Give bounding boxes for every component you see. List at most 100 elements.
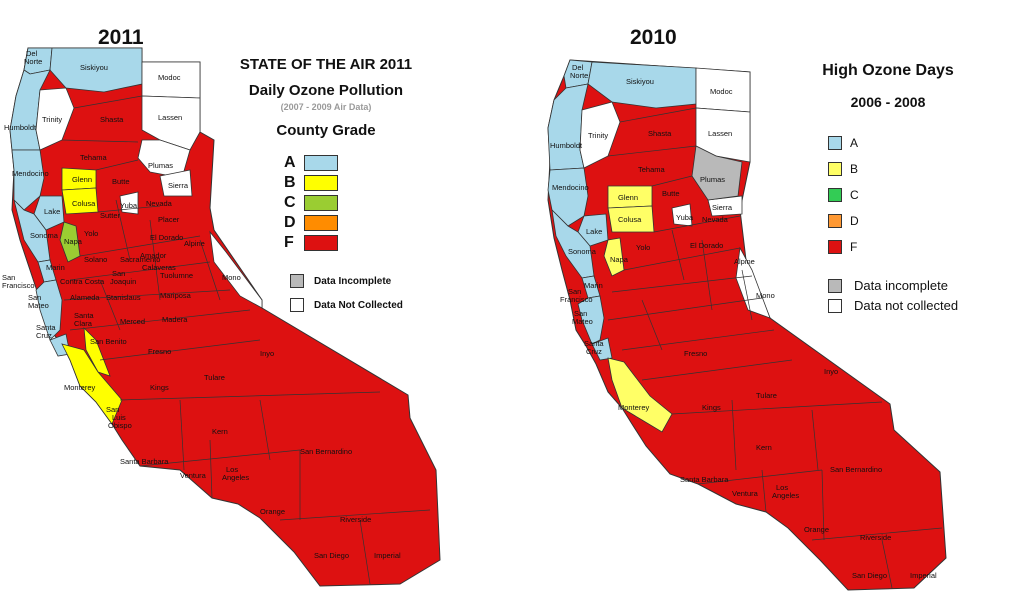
grade-swatch-f [304, 235, 338, 251]
grade-label: B [850, 162, 859, 176]
svg-text:Lake: Lake [44, 207, 60, 216]
svg-text:Kern: Kern [756, 443, 772, 452]
county-sonoma [13, 198, 51, 263]
svg-text:Colusa: Colusa [618, 215, 642, 224]
svg-text:Fresno: Fresno [684, 349, 707, 358]
svg-text:Yuba: Yuba [676, 213, 694, 222]
svg-text:Francisco: Francisco [2, 281, 35, 290]
svg-text:Kings: Kings [702, 403, 721, 412]
svg-text:Marin: Marin [46, 263, 65, 272]
grade-label: D [284, 214, 296, 231]
county-lake [577, 213, 609, 247]
county-lake [33, 195, 65, 231]
svg-text:Clara: Clara [74, 319, 93, 328]
grade-label: F [284, 234, 294, 251]
county-napa [59, 221, 81, 263]
svg-text:Mendocino: Mendocino [552, 183, 589, 192]
svg-text:Sonoma: Sonoma [568, 247, 597, 256]
svg-text:Inyo: Inyo [824, 367, 838, 376]
svg-text:Butte: Butte [662, 189, 680, 198]
svg-text:Siskiyou: Siskiyou [80, 63, 108, 72]
svg-text:Shasta: Shasta [648, 129, 672, 138]
svg-text:San: San [2, 273, 15, 282]
svg-text:Monterey: Monterey [64, 383, 96, 392]
svg-text:Sierra: Sierra [168, 181, 189, 190]
svg-text:Inyo: Inyo [260, 349, 274, 358]
svg-text:Humboldt: Humboldt [550, 141, 583, 150]
county-napa [603, 237, 625, 277]
svg-text:Orange: Orange [260, 507, 285, 516]
svg-text:Glenn: Glenn [618, 193, 638, 202]
incomplete-swatch [828, 278, 842, 293]
not-collected-label: Data Not Collected [314, 299, 403, 311]
svg-text:Nevada: Nevada [702, 215, 729, 224]
svg-text:Amador: Amador [140, 251, 167, 260]
county-sf-sm [577, 295, 605, 345]
state-outline [9, 47, 441, 587]
legend-item-incomplete: Data Incomplete [290, 274, 391, 288]
svg-text:Napa: Napa [64, 237, 83, 246]
svg-text:Santa Barbara: Santa Barbara [680, 475, 729, 484]
svg-text:Tuolumne: Tuolumne [160, 271, 193, 280]
grade-label: B [284, 174, 296, 191]
not-collected-label: Data not collected [854, 298, 959, 313]
legend-item-not-collected: Data Not Collected [290, 298, 403, 312]
map-panel-2011: Del Norte Siskiyou Modoc Humboldt Trinity… [2, 26, 441, 587]
svg-text:Glenn: Glenn [72, 175, 92, 184]
svg-text:Santa Barbara: Santa Barbara [120, 457, 169, 466]
svg-text:Plumas: Plumas [148, 161, 173, 170]
svg-text:Santa: Santa [36, 323, 56, 332]
svg-text:Cruz: Cruz [586, 347, 602, 356]
map-panel-2010: Del Norte Siskiyou Modoc Humboldt Trinity… [512, 0, 1024, 605]
svg-text:San: San [112, 269, 125, 278]
county-monterey [61, 343, 123, 425]
svg-text:Modoc: Modoc [710, 87, 733, 96]
legend-item-f: F [828, 240, 857, 254]
grade-label: C [850, 188, 859, 202]
svg-text:San Diego: San Diego [314, 551, 349, 560]
svg-text:Obispo: Obispo [108, 421, 132, 430]
svg-text:Norte: Norte [24, 57, 42, 66]
svg-text:Lake: Lake [586, 227, 602, 236]
svg-text:El Dorado: El Dorado [150, 233, 183, 242]
svg-text:Orange: Orange [804, 525, 829, 534]
svg-text:San Diego: San Diego [852, 571, 887, 580]
svg-text:Siskiyou: Siskiyou [626, 77, 654, 86]
county-sierra [159, 169, 193, 197]
svg-text:Cruz: Cruz [36, 331, 52, 340]
svg-text:Ventura: Ventura [732, 489, 759, 498]
svg-text:Mariposa: Mariposa [160, 291, 192, 300]
svg-text:Sutter: Sutter [100, 211, 121, 220]
legend-item-f: F [284, 234, 338, 252]
svg-text:Santa: Santa [74, 311, 94, 320]
grade-swatch-b [828, 162, 842, 176]
legend-item-c: C [828, 188, 859, 202]
year-label-2010: 2010 [630, 26, 677, 49]
svg-text:Madera: Madera [162, 315, 188, 324]
svg-text:Fresno: Fresno [148, 347, 171, 356]
svg-text:Alpine: Alpine [184, 239, 205, 248]
svg-text:Sierra: Sierra [712, 203, 733, 212]
svg-text:Marin: Marin [584, 281, 603, 290]
grade-swatch-b [304, 175, 338, 191]
svg-text:Alameda: Alameda [70, 293, 100, 302]
svg-text:San Benito: San Benito [90, 337, 127, 346]
svg-text:Contra Costa: Contra Costa [60, 277, 105, 286]
incomplete-label: Data Incomplete [314, 275, 392, 287]
svg-text:Kern: Kern [212, 427, 228, 436]
svg-text:Imperial: Imperial [374, 551, 401, 560]
legend-item-a: A [284, 154, 338, 172]
svg-text:Francisco: Francisco [560, 295, 593, 304]
svg-text:Trinity: Trinity [588, 131, 608, 140]
legend-item-incomplete: Data incomplete [828, 278, 948, 293]
svg-text:Butte: Butte [112, 177, 130, 186]
svg-text:Nevada: Nevada [146, 199, 173, 208]
svg-text:Solano: Solano [84, 255, 107, 264]
county-sf-sm-sc [35, 279, 63, 341]
svg-text:Tulare: Tulare [204, 373, 225, 382]
svg-text:El Dorado: El Dorado [690, 241, 723, 250]
svg-text:Colusa: Colusa [72, 199, 96, 208]
legend-title: County Grade [276, 122, 376, 139]
grade-swatch-c [304, 195, 338, 211]
